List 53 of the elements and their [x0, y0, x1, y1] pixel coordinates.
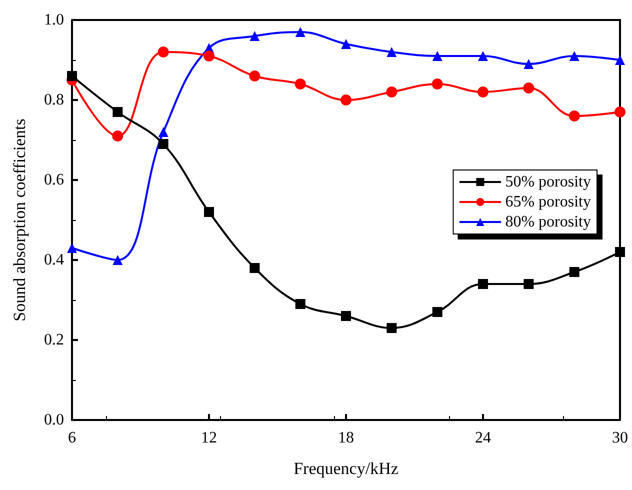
- legend-label: 65% porosity: [505, 194, 592, 210]
- point: [386, 323, 397, 333]
- point: [478, 86, 488, 98]
- point: [67, 243, 77, 253]
- x-tick-label: 18: [338, 430, 354, 446]
- point: [112, 130, 124, 142]
- y-axis-title: Sound absorption coefficients: [10, 118, 29, 322]
- legend-label: 80% porosity: [505, 214, 592, 230]
- point: [204, 207, 214, 217]
- legend-label: 50% porosity: [505, 174, 592, 190]
- x-tick-label: 6: [68, 430, 76, 446]
- y-tick-label: 0.0: [44, 412, 64, 428]
- point: [250, 263, 260, 273]
- point: [249, 70, 260, 82]
- y-tick-label: 0.2: [44, 332, 64, 348]
- point: [524, 59, 534, 69]
- point: [615, 55, 625, 65]
- point: [158, 139, 168, 149]
- x-axis-title: Frequency/kHz: [294, 459, 399, 478]
- x-tick-label: 24: [475, 430, 491, 446]
- point: [432, 307, 442, 317]
- point: [386, 47, 397, 57]
- point: [158, 46, 169, 58]
- point: [569, 51, 580, 61]
- point: [523, 82, 534, 94]
- point: [432, 51, 442, 61]
- x-tick-label: 30: [612, 430, 628, 446]
- y-tick-label: 0.4: [44, 252, 64, 268]
- point: [478, 279, 488, 289]
- point: [524, 279, 534, 289]
- point: [295, 27, 306, 37]
- point: [112, 255, 123, 265]
- point: [294, 78, 306, 90]
- point: [569, 267, 580, 277]
- point: [250, 31, 260, 41]
- point: [204, 50, 214, 62]
- point: [340, 94, 352, 106]
- y-tick-label: 0.8: [44, 92, 64, 108]
- point: [295, 299, 306, 309]
- point: [158, 127, 168, 137]
- point: [341, 39, 351, 49]
- point: [112, 107, 123, 117]
- x-tick-label: 12: [201, 430, 217, 446]
- y-tick-label: 0.6: [44, 172, 64, 188]
- point: [614, 106, 626, 118]
- y-tick-label: 1.0: [44, 12, 64, 28]
- point: [386, 86, 398, 98]
- point: [341, 311, 351, 321]
- point: [615, 247, 625, 257]
- point: [67, 71, 77, 81]
- point: [568, 110, 580, 122]
- point: [432, 78, 443, 90]
- point: [478, 51, 488, 61]
